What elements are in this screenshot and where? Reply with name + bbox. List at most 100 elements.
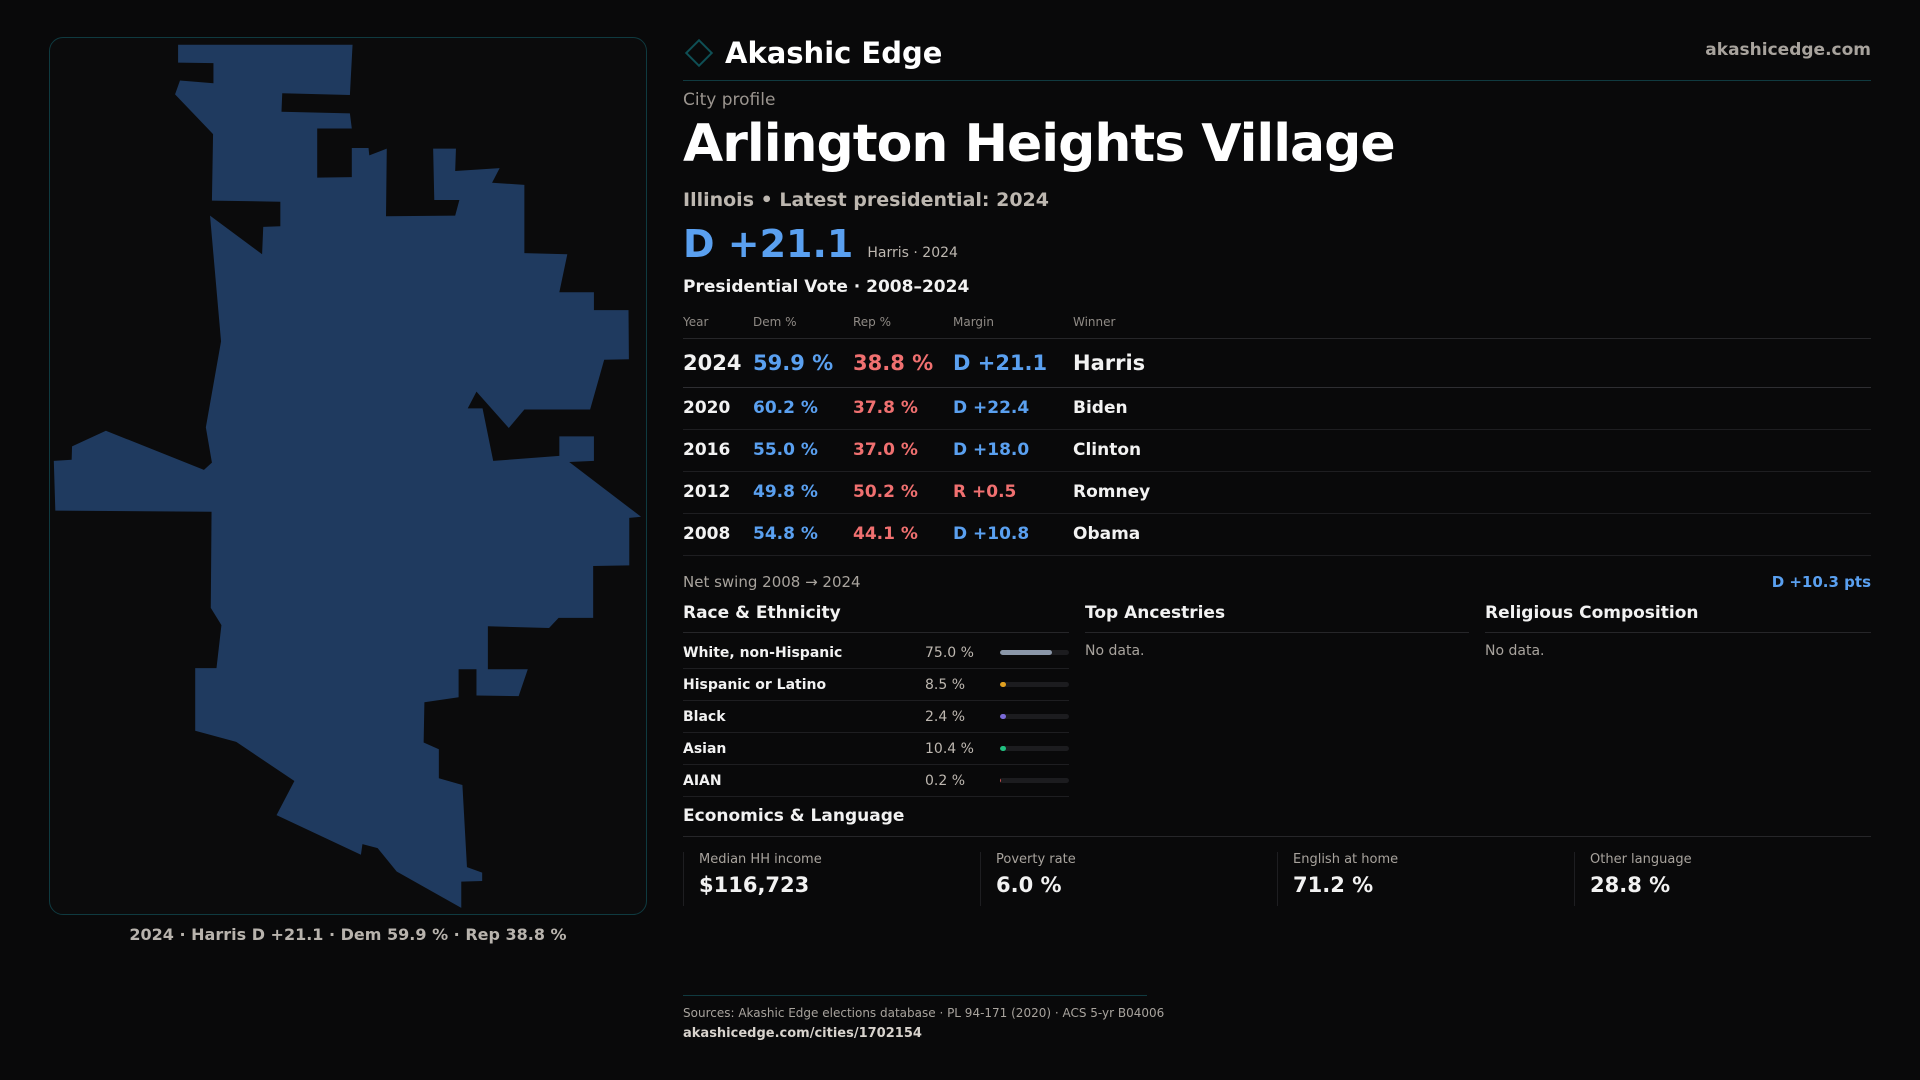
- vote-cell-margin: D +22.4: [953, 387, 1073, 430]
- vote-cell-winner: Clinton: [1073, 429, 1871, 472]
- diamond-icon: [684, 38, 714, 68]
- latest-margin: D +21.1 Harris · 2024: [683, 222, 1871, 266]
- vote-table-header: Year Dem % Rep % Margin Winner: [683, 307, 1871, 339]
- race-name: Asian: [683, 740, 727, 757]
- header-winner: Winner: [1073, 307, 1871, 339]
- header-dem: Dem %: [753, 307, 853, 339]
- vote-cell-rep: 37.0 %: [853, 429, 953, 472]
- city-boundary-shape: [53, 44, 642, 908]
- economics-title: Economics & Language: [683, 806, 1871, 837]
- race-bar-fill: [1000, 746, 1006, 751]
- race-row: Black 2.4 %: [683, 701, 1069, 733]
- latest-margin-value: D +21.1: [683, 222, 854, 266]
- stat-label: Other language: [1590, 852, 1692, 867]
- vote-cell-year: 2020: [683, 387, 753, 430]
- vote-row-2016: 2016 55.0 % 37.0 % D +18.0 Clinton: [683, 429, 1871, 472]
- vote-row-2020: 2020 60.2 % 37.8 % D +22.4 Biden: [683, 387, 1871, 430]
- vote-cell-dem: 55.0 %: [753, 429, 853, 472]
- vote-cell-winner: Biden: [1073, 387, 1871, 430]
- ancestries-title: Top Ancestries: [1085, 603, 1469, 633]
- header-rep: Rep %: [853, 307, 953, 339]
- vote-cell-dem: 59.9 %: [753, 338, 853, 388]
- race-name: Hispanic or Latino: [683, 676, 827, 693]
- city-boundary-svg: [53, 44, 642, 908]
- race-bar-track: [1000, 714, 1069, 719]
- race-value: 2.4 %: [925, 708, 966, 725]
- race-bar-fill: [1000, 714, 1006, 719]
- vote-cell-year: 2016: [683, 429, 753, 472]
- stat-poverty-rate: Poverty rate 6.0 %: [980, 852, 1277, 906]
- latest-margin-note: Harris · 2024: [867, 245, 958, 261]
- race-row: Asian 10.4 %: [683, 733, 1069, 765]
- net-swing-label: Net swing 2008 → 2024: [683, 573, 861, 591]
- ancestries-section: Top Ancestries No data.: [1085, 603, 1469, 659]
- vote-cell-rep: 37.8 %: [853, 387, 953, 430]
- race-value: 8.5 %: [925, 676, 966, 693]
- religion-section: Religious Composition No data.: [1485, 603, 1871, 659]
- race-value: 10.4 %: [925, 740, 974, 757]
- religion-title: Religious Composition: [1485, 603, 1871, 633]
- stat-label: Poverty rate: [996, 852, 1076, 867]
- race-value: 75.0 %: [925, 644, 974, 661]
- net-swing-value: D +10.3 pts: [1771, 573, 1871, 591]
- race-bar-track: [1000, 650, 1069, 655]
- race-name: AIAN: [683, 772, 722, 789]
- brand-name: Akashic Edge: [725, 36, 943, 70]
- vote-cell-margin: D +18.0: [953, 429, 1073, 472]
- religion-empty: No data.: [1485, 643, 1545, 659]
- race-bar-fill: [1000, 682, 1006, 687]
- vote-cell-rep: 38.8 %: [853, 338, 953, 388]
- race-name: White, non-Hispanic: [683, 644, 843, 661]
- vote-cell-year: 2012: [683, 471, 753, 514]
- vote-cell-year: 2024: [683, 338, 753, 388]
- race-row: AIAN 0.2 %: [683, 765, 1069, 797]
- vote-cell-winner: Harris: [1073, 338, 1871, 388]
- vote-row-2012: 2012 49.8 % 50.2 % R +0.5 Romney: [683, 471, 1871, 514]
- race-bar-fill: [1000, 650, 1052, 655]
- vote-cell-margin: R +0.5: [953, 471, 1073, 514]
- stat-label: English at home: [1293, 852, 1399, 867]
- vote-section-title: Presidential Vote · 2008–2024: [683, 277, 970, 297]
- footer-divider: [683, 995, 1147, 996]
- header-year: Year: [683, 307, 753, 339]
- vote-cell-winner: Obama: [1073, 513, 1871, 556]
- vote-cell-winner: Romney: [1073, 471, 1871, 514]
- page-url[interactable]: akashicedge.com/cities/1702154: [683, 1026, 922, 1041]
- stat-value: $116,723: [699, 873, 810, 897]
- race-value: 0.2 %: [925, 772, 966, 789]
- page-subtitle: Illinois • Latest presidential: 2024: [683, 189, 1050, 211]
- race-bar-track: [1000, 682, 1069, 687]
- page-kicker: City profile: [683, 90, 776, 110]
- race-row: White, non-Hispanic 75.0 %: [683, 637, 1069, 669]
- race-title: Race & Ethnicity: [683, 603, 1069, 633]
- race-name: Black: [683, 708, 726, 725]
- vote-cell-rep: 44.1 %: [853, 513, 953, 556]
- header-divider: [683, 80, 1871, 81]
- stat-value: 71.2 %: [1293, 873, 1374, 897]
- city-boundary-map: [49, 37, 647, 915]
- site-link[interactable]: akashicedge.com: [1705, 40, 1871, 60]
- stat-english-home: English at home 71.2 %: [1277, 852, 1574, 906]
- stat-value: 6.0 %: [996, 873, 1062, 897]
- vote-table: Year Dem % Rep % Margin Winner 2024 59.9 …: [683, 307, 1871, 556]
- economics-stats: Median HH income $116,723 Poverty rate 6.0…: [683, 852, 1871, 906]
- brand-logo[interactable]: Akashic Edge: [683, 36, 1871, 70]
- vote-cell-margin: D +10.8: [953, 513, 1073, 556]
- vote-row-2024: 2024 59.9 % 38.8 % D +21.1 Harris: [683, 338, 1871, 388]
- race-bar-track: [1000, 746, 1069, 751]
- sources-note: Sources: Akashic Edge elections database…: [683, 1006, 1165, 1020]
- vote-row-2008: 2008 54.8 % 44.1 % D +10.8 Obama: [683, 513, 1871, 556]
- vote-cell-margin: D +21.1: [953, 338, 1073, 388]
- race-row: Hispanic or Latino 8.5 %: [683, 669, 1069, 701]
- stat-label: Median HH income: [699, 852, 822, 867]
- race-bar-track: [1000, 778, 1069, 783]
- stat-value: 28.8 %: [1590, 873, 1671, 897]
- vote-cell-dem: 60.2 %: [753, 387, 853, 430]
- vote-cell-year: 2008: [683, 513, 753, 556]
- vote-cell-dem: 49.8 %: [753, 471, 853, 514]
- net-swing: Net swing 2008 → 2024 D +10.3 pts: [683, 573, 1871, 591]
- stat-other-language: Other language 28.8 %: [1574, 852, 1871, 906]
- ancestries-empty: No data.: [1085, 643, 1145, 659]
- page-title: Arlington Heights Village: [683, 114, 1396, 174]
- stat-median-income: Median HH income $116,723: [683, 852, 980, 906]
